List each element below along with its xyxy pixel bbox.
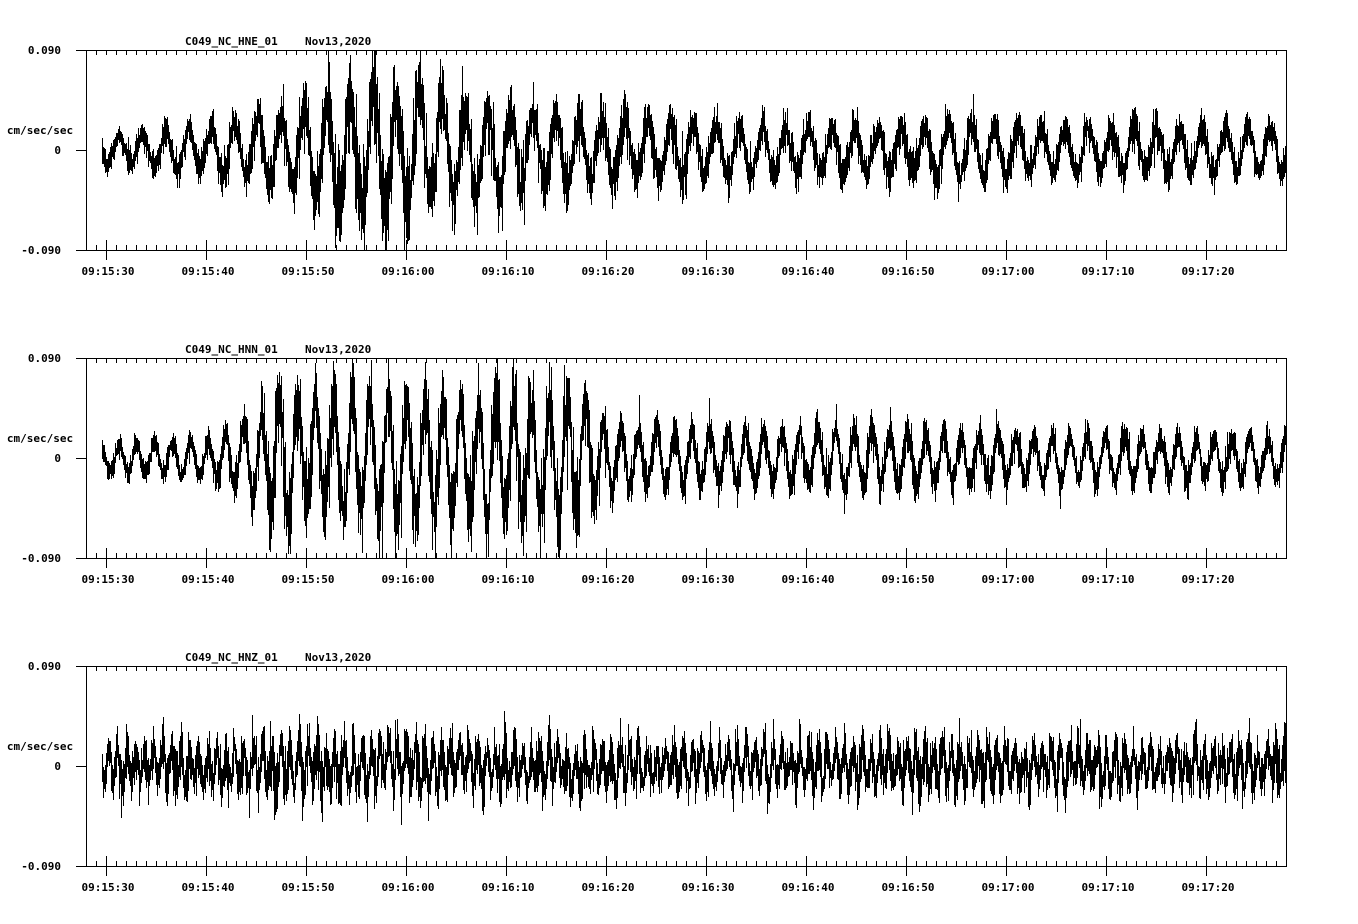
y-axis-label: cm/sec/sec [7, 432, 73, 445]
x-tick-label: 09:15:50 [282, 265, 335, 278]
x-tick-label: 09:16:50 [882, 881, 935, 894]
y-tick-label: -0.090 [21, 244, 61, 257]
x-tick-label: 09:17:00 [982, 265, 1035, 278]
x-tick-label: 09:17:10 [1082, 265, 1135, 278]
panel-title: C049_NC_HNZ_01 [185, 651, 278, 664]
y-axis-label: cm/sec/sec [7, 124, 73, 137]
x-tick-label: 09:16:00 [382, 265, 435, 278]
y-tick-label: 0.090 [28, 352, 61, 365]
x-tick-label: 09:15:30 [82, 881, 135, 894]
plot-frame [76, 50, 1287, 251]
panel-title: C049_NC_HNN_01 [185, 343, 278, 356]
panel-date: Nov13,2020 [305, 651, 371, 664]
x-tick-label: 09:15:30 [82, 573, 135, 586]
x-tick-label: 09:16:10 [482, 881, 535, 894]
waveform-trace [102, 711, 1286, 825]
x-tick-label: 09:15:30 [82, 265, 135, 278]
x-tick-label: 09:15:50 [282, 881, 335, 894]
waveform-trace [102, 358, 1286, 559]
panel-date: Nov13,2020 [305, 35, 371, 48]
seismogram-panel-c049-nc-hnn-01: C049_NC_HNN_01 Nov13,2020 0.090 0 -0.090 cm/s… [7, 343, 1287, 586]
plot-frame [76, 358, 1287, 559]
x-tick-label: 09:17:20 [1182, 573, 1235, 586]
x-axis-ticks [96, 358, 1277, 568]
x-tick-label: 09:16:40 [782, 265, 835, 278]
x-tick-label: 09:15:40 [182, 573, 235, 586]
x-tick-label: 09:16:40 [782, 573, 835, 586]
y-tick-label: 0 [54, 144, 61, 157]
seismogram-panel-c049-nc-hne-01: C049_NC_HNE_01 Nov13,2020 0.090 0 -0.090 cm/s… [7, 35, 1287, 278]
x-tick-label: 09:17:10 [1082, 881, 1135, 894]
seismogram-panel-c049-nc-hnz-01: C049_NC_HNZ_01 Nov13,2020 0.090 0 -0.090 cm/s… [7, 651, 1287, 894]
y-tick-label: -0.090 [21, 552, 61, 565]
x-tick-label: 09:16:10 [482, 265, 535, 278]
panel-title: C049_NC_HNE_01 [185, 35, 278, 48]
x-tick-label: 09:16:30 [682, 573, 735, 586]
x-tick-label: 09:15:40 [182, 265, 235, 278]
x-tick-label: 09:16:50 [882, 573, 935, 586]
x-tick-label: 09:15:40 [182, 881, 235, 894]
x-tick-label: 09:17:20 [1182, 265, 1235, 278]
y-tick-label: 0 [54, 760, 61, 773]
x-tick-label: 09:15:50 [282, 573, 335, 586]
panel-date: Nov13,2020 [305, 343, 371, 356]
y-tick-label: -0.090 [21, 860, 61, 873]
x-tick-label: 09:16:00 [382, 573, 435, 586]
x-tick-label: 09:16:20 [582, 265, 635, 278]
x-tick-label: 09:16:20 [582, 881, 635, 894]
plot-frame [76, 666, 1287, 867]
x-tick-label: 09:17:00 [982, 881, 1035, 894]
x-tick-label: 09:16:10 [482, 573, 535, 586]
waveform-trace [102, 50, 1286, 251]
y-tick-label: 0.090 [28, 660, 61, 673]
x-axis-ticks [96, 50, 1277, 260]
y-tick-label: 0 [54, 452, 61, 465]
x-tick-label: 09:16:40 [782, 881, 835, 894]
y-tick-label: 0.090 [28, 44, 61, 57]
x-axis-ticks [96, 666, 1277, 876]
x-tick-label: 09:16:30 [682, 881, 735, 894]
x-tick-label: 09:16:50 [882, 265, 935, 278]
x-tick-label: 09:16:30 [682, 265, 735, 278]
x-tick-label: 09:16:00 [382, 881, 435, 894]
x-tick-label: 09:17:10 [1082, 573, 1135, 586]
x-tick-label: 09:17:00 [982, 573, 1035, 586]
x-tick-label: 09:16:20 [582, 573, 635, 586]
y-axis-label: cm/sec/sec [7, 740, 73, 753]
x-tick-label: 09:17:20 [1182, 881, 1235, 894]
